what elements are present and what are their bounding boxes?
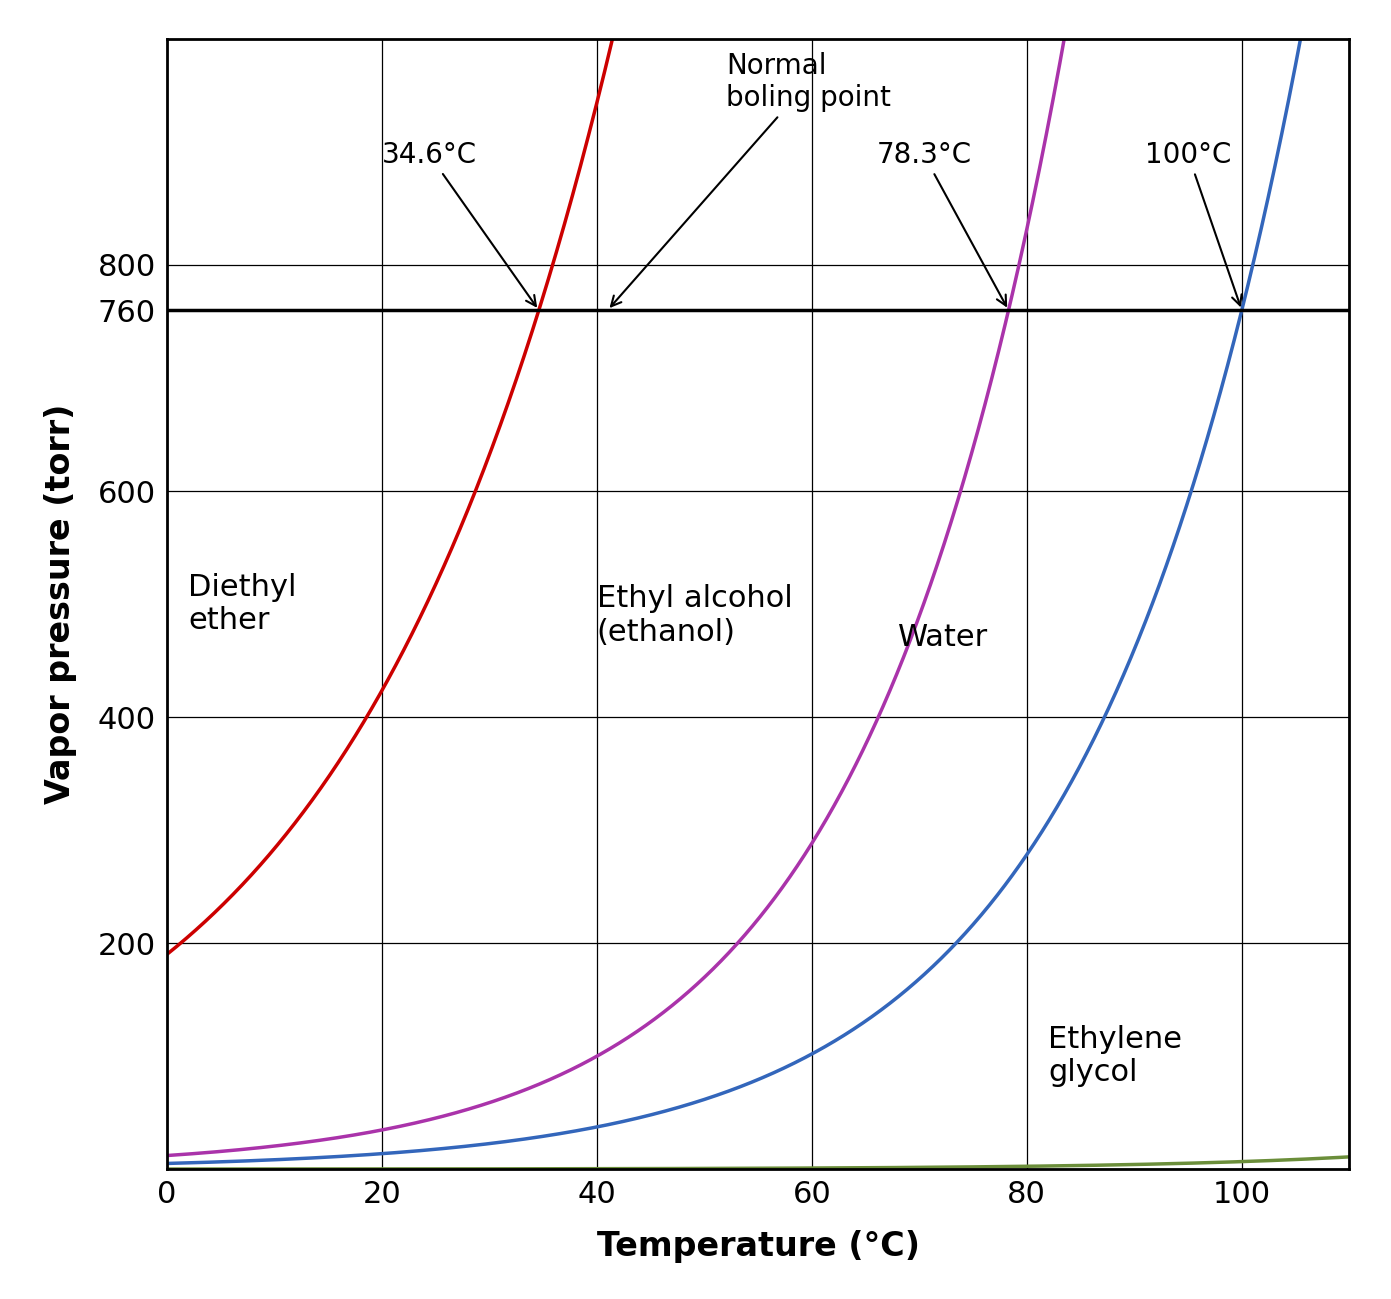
Y-axis label: Vapor pressure (torr): Vapor pressure (torr): [43, 404, 77, 804]
Text: Normal
boling point: Normal boling point: [611, 52, 890, 307]
Text: Water: Water: [897, 624, 988, 652]
Text: 78.3°C: 78.3°C: [876, 140, 1006, 305]
Text: Diethyl
ether: Diethyl ether: [188, 573, 296, 635]
Text: Ethylene
glycol: Ethylene glycol: [1049, 1025, 1182, 1087]
Text: Ethyl alcohol
(ethanol): Ethyl alcohol (ethanol): [597, 585, 793, 647]
Text: 34.6°C: 34.6°C: [383, 140, 536, 307]
Text: 100°C: 100°C: [1145, 140, 1242, 305]
X-axis label: Temperature (°C): Temperature (°C): [597, 1230, 919, 1263]
